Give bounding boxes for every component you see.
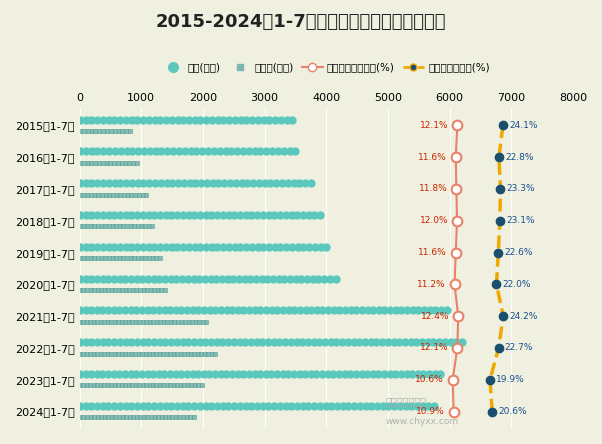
- Text: 22.7%: 22.7%: [505, 343, 533, 353]
- Text: 12.1%: 12.1%: [420, 343, 448, 353]
- Bar: [79, 269, 573, 300]
- Text: 11.6%: 11.6%: [418, 248, 447, 257]
- Text: 10.6%: 10.6%: [415, 375, 444, 384]
- Text: 11.8%: 11.8%: [419, 184, 448, 194]
- Bar: [79, 173, 573, 205]
- Text: 2015-2024年1-7月福建省工业企业存货统计图: 2015-2024年1-7月福建省工业企业存货统计图: [156, 13, 446, 32]
- Bar: [79, 300, 573, 332]
- Legend: 存货(亿元), 产成品(亿元), 存货占流动资产比(%), 存货占总资产比(%): 存货(亿元), 产成品(亿元), 存货占流动资产比(%), 存货占总资产比(%): [159, 59, 494, 77]
- Text: 12.0%: 12.0%: [420, 216, 448, 225]
- Text: 24.2%: 24.2%: [509, 312, 538, 321]
- Bar: [79, 364, 573, 396]
- Text: 12.1%: 12.1%: [420, 121, 448, 130]
- Text: 22.0%: 22.0%: [503, 280, 531, 289]
- Text: 11.6%: 11.6%: [418, 153, 447, 162]
- Bar: [79, 141, 573, 173]
- Text: 10.9%: 10.9%: [416, 407, 445, 416]
- Text: 11.2%: 11.2%: [417, 280, 446, 289]
- Text: 12.4%: 12.4%: [421, 312, 450, 321]
- Bar: [79, 396, 573, 428]
- Text: 20.6%: 20.6%: [498, 407, 527, 416]
- Text: 23.1%: 23.1%: [506, 216, 535, 225]
- Bar: [79, 205, 573, 237]
- Text: 23.3%: 23.3%: [507, 184, 535, 194]
- Bar: [79, 237, 573, 269]
- Text: 制图：智研咨询: 制图：智研咨询: [385, 396, 427, 407]
- Text: 22.8%: 22.8%: [505, 153, 533, 162]
- Text: 19.9%: 19.9%: [496, 375, 525, 384]
- Text: 22.6%: 22.6%: [504, 248, 533, 257]
- Bar: [79, 332, 573, 364]
- Text: www.chyxx.com: www.chyxx.com: [385, 417, 459, 426]
- Bar: [79, 110, 573, 141]
- Text: 24.1%: 24.1%: [509, 121, 538, 130]
